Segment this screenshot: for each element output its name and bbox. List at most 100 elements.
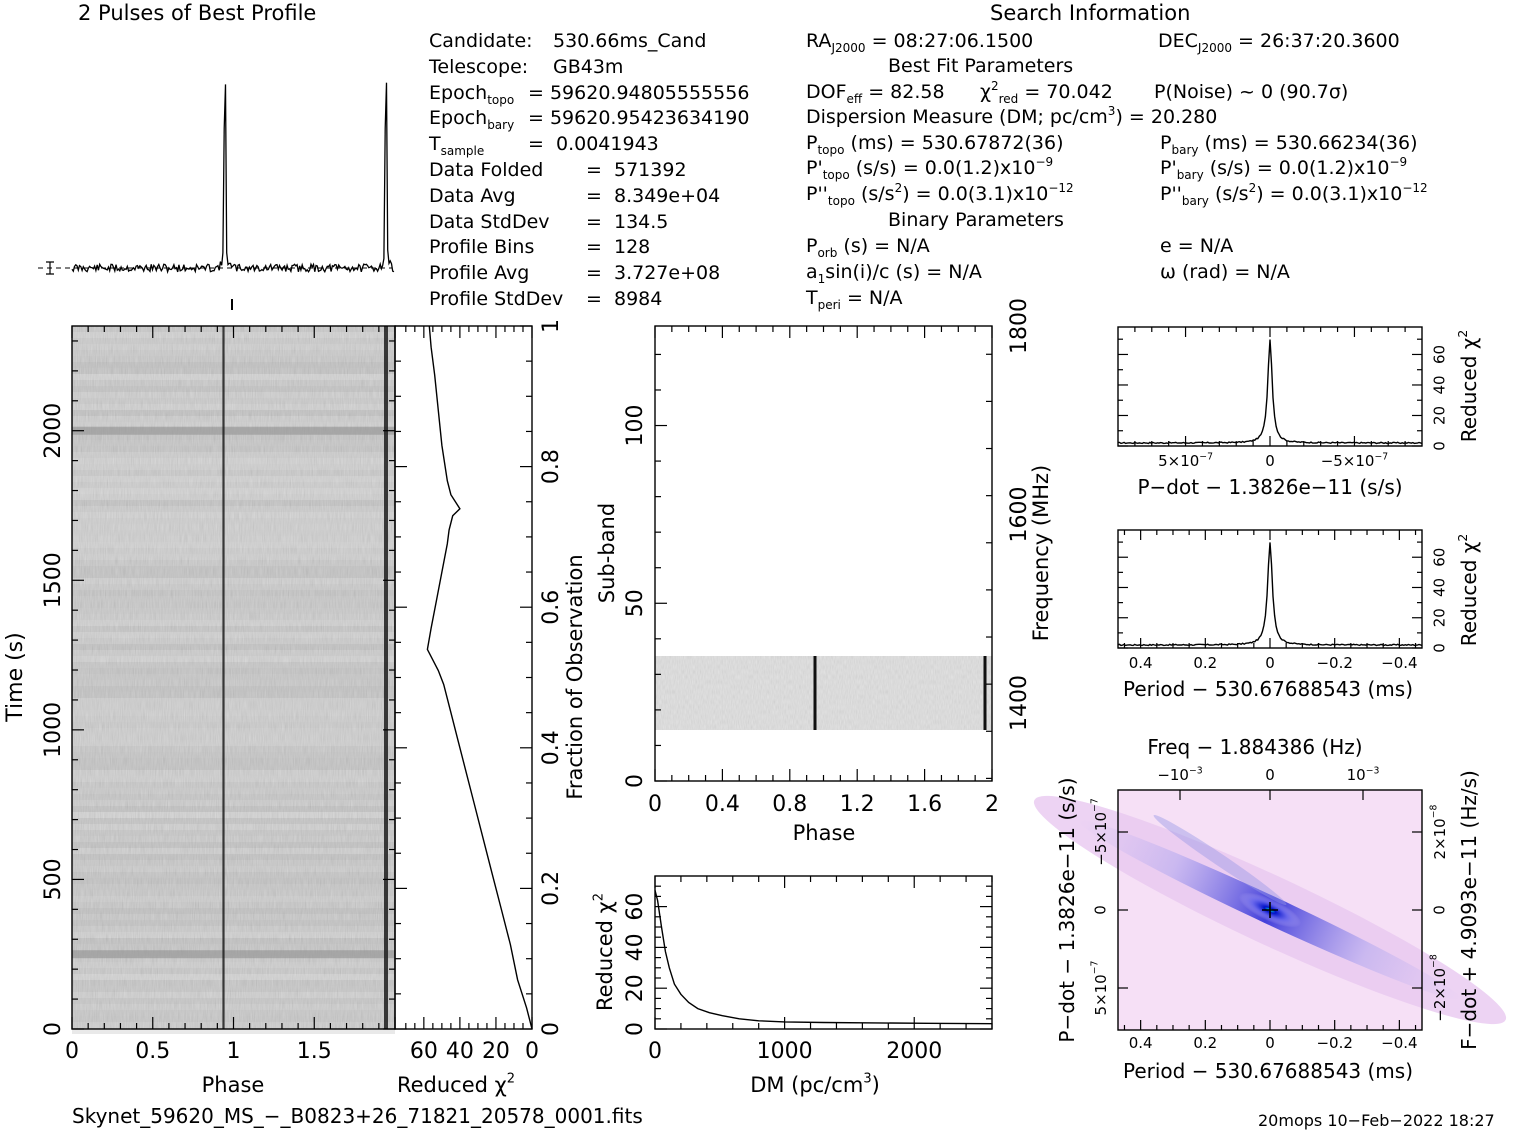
period-chi-curve	[1117, 542, 1423, 647]
time-phase-row	[72, 650, 395, 656]
subband-xtick-label: 0.8	[772, 792, 807, 817]
ppdot-xtick-label: −0.2	[1316, 1034, 1352, 1052]
time-phase-row	[72, 446, 395, 452]
time-phase-rows	[72, 326, 395, 1034]
info-value: 530.66ms_Cand	[553, 30, 707, 52]
subband-xtick-label: 0	[648, 792, 662, 817]
ppdot-right-tick-label: 0	[1431, 905, 1449, 915]
time-phase-row	[72, 914, 395, 920]
info-label: Profile Bins	[429, 236, 535, 259]
omega-line: ω (rad) = N/A	[1160, 261, 1290, 283]
time-phase-row	[72, 836, 395, 842]
time-phase-plot: 0 0.5 1 1.5 0 500 1000 1500 2000 Phase Time (s)	[3, 325, 396, 1097]
chi-fraction-ytick-label: 0.8	[539, 449, 564, 484]
time-phase-row	[72, 1028, 395, 1034]
pddbary-line: P''bary (s/s2) = 0.0(3.1)x10−12	[1160, 181, 1428, 208]
ra-line: RAJ2000 = 08:27:06.1500	[806, 30, 1034, 55]
time-phase-row	[72, 980, 395, 986]
time-phase-row	[72, 464, 395, 470]
info-label: Epochbary	[429, 107, 515, 133]
subband-xtick-label: 0.4	[705, 792, 740, 817]
time-phase-row	[72, 614, 395, 620]
ppdot-side-streak	[1153, 814, 1287, 906]
info-value: = 0.0041943	[528, 133, 659, 156]
info-label: Epochtopo	[429, 81, 515, 107]
time-phase-row	[72, 698, 395, 704]
time-phase-row	[72, 410, 395, 416]
info-value: = 3.727e+08	[586, 262, 721, 285]
subband-freq-label: 1600	[1007, 487, 1032, 543]
time-phase-row	[72, 872, 395, 878]
chi-fraction-xlabel: Reduced χ2	[397, 1072, 515, 1097]
ppdot-xtick-label: 0.2	[1193, 1034, 1217, 1052]
time-phase-row	[72, 842, 395, 848]
time-phase-row	[72, 422, 395, 428]
subband-freq-axis-label: Frequency (MHz)	[1029, 465, 1053, 641]
search-info-title: Search Information	[990, 1, 1191, 25]
period-chi-plot: 0.4 0.2 0 −0.2 −0.4 0 20 40 60 Period − 530.67688…	[1117, 529, 1481, 701]
time-phase-row	[72, 974, 395, 980]
ppdot-xtick-label: 0.4	[1129, 1034, 1153, 1052]
ppdot-plot: 0.4 0.2 0 −0.2 −0.4 Period − 530.67688543 (ms…	[1033, 735, 1507, 1083]
time-phase-row	[72, 818, 395, 824]
info-value: = 8.349e+04	[586, 184, 721, 207]
info-label: Telescope:	[429, 55, 529, 78]
info-label: Tsample	[429, 133, 485, 159]
dm-xtick-label: 0	[648, 1039, 662, 1064]
time-phase-row	[72, 884, 395, 890]
time-phase-row	[72, 566, 395, 572]
time-phase-row	[72, 602, 395, 608]
time-phase-row	[72, 404, 395, 410]
period-chi-ylabel: Reduced χ2	[1455, 534, 1481, 646]
time-phase-row	[72, 962, 395, 968]
ppdot-ylabel: P−dot − 1.3826e−11 (s/s)	[1055, 777, 1079, 1042]
ppdot-ytick-label: −5×10−7	[1089, 798, 1110, 866]
pdot-chi-xtick-label: −5×10−7	[1321, 451, 1389, 470]
time-phase-row	[72, 674, 395, 680]
chi-fraction-line	[426, 325, 533, 1030]
time-phase-row	[72, 578, 395, 584]
pbary-line: Pbary (ms) = 530.66234(36)	[1160, 132, 1418, 157]
time-phase-row	[72, 506, 395, 512]
ppdot-best-marker	[1262, 902, 1278, 918]
info-value: = 134.5	[586, 210, 669, 233]
time-phase-row	[72, 902, 395, 908]
time-phase-row	[72, 518, 395, 524]
time-phase-row	[72, 1004, 395, 1010]
dm-line: Dispersion Measure (DM; pc/cm3) = 20.280	[806, 104, 1218, 128]
pdot-chi-ytick-label: 60	[1431, 345, 1449, 364]
time-phase-row	[72, 554, 395, 560]
chi-fraction-ytick-label: 1	[539, 319, 564, 333]
time-phase-row	[72, 536, 395, 542]
time-phase-xtick-label: 0	[65, 1039, 79, 1064]
chi-fraction-ylabel: Fraction of Observation	[563, 554, 587, 799]
ppdot-axes: 0.4 0.2 0 −0.2 −0.4 Period − 530.67688543 (ms…	[1055, 735, 1481, 1083]
time-phase-row	[72, 890, 395, 896]
info-label: Profile StdDev	[429, 288, 564, 310]
time-phase-row	[72, 956, 395, 962]
time-phase-row	[72, 770, 395, 776]
subband-grain	[655, 656, 992, 730]
time-phase-row	[72, 722, 395, 728]
time-phase-row	[72, 656, 395, 662]
time-phase-row	[72, 638, 395, 644]
subband-ytick-label: 100	[623, 405, 648, 447]
time-phase-row	[72, 488, 395, 494]
pdot-chi-ylabel: Reduced χ2	[1455, 330, 1481, 442]
info-label: Data Folded	[429, 159, 544, 181]
ppdot-side-streak-shape	[1153, 814, 1287, 906]
time-phase-row	[72, 392, 395, 398]
time-phase-ytick-label: 500	[41, 858, 66, 900]
chi-fraction-axes: 60 40 20 00 0.2 0.4 0.6 0.8 1 Reduced χ2 Fraction …	[395, 319, 587, 1097]
ppdot-xtick-label: −0.4	[1381, 1034, 1417, 1052]
time-phase-row	[72, 968, 395, 974]
dm-xtick-label: 1000	[757, 1039, 813, 1064]
time-phase-row	[72, 992, 395, 998]
subband-freq-label: 1800	[1007, 298, 1032, 354]
time-phase-row	[72, 362, 395, 368]
chi-fraction-xtick-label: 40	[446, 1039, 474, 1064]
time-phase-row	[72, 668, 395, 674]
time-phase-row	[72, 746, 395, 752]
time-phase-ytick-label: 2000	[41, 403, 66, 459]
